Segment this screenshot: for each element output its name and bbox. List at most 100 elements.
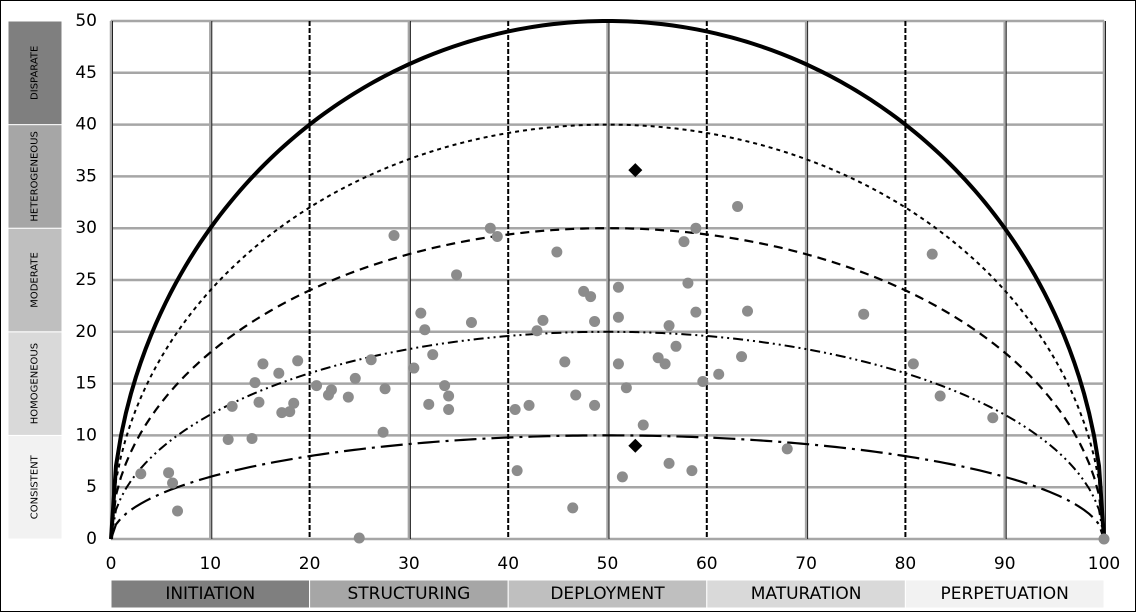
scatter-point [167,477,179,489]
scatter-point [987,412,999,424]
scatter-point [736,351,748,363]
y-tick-label: 10 [75,425,97,445]
y-tick-label: 35 [75,166,97,186]
scatter-point [697,376,709,388]
scatter-point [349,372,361,384]
scatter-point [690,222,702,234]
x-tick-label: 10 [199,554,221,574]
y-tick-label: 30 [75,218,97,238]
scatter-point [663,320,675,332]
scatter-point [365,354,377,366]
x-band-label: STRUCTURING [347,584,470,604]
scatter-point [616,471,628,483]
scatter-point [732,200,744,212]
scatter-point [226,400,238,412]
scatter-point [439,380,451,392]
scatter-point [926,248,938,260]
y-tick-label: 0 [86,529,97,549]
scatter-point [1098,533,1110,545]
y-tick-label: 25 [75,270,97,290]
y-band-homogeneous [7,331,63,436]
scatter-point [388,229,400,241]
x-band-deployment [507,579,708,609]
scatter-point [135,468,147,480]
y-tick-label: 40 [75,115,97,135]
scatter-point [570,389,582,401]
scatter-point [567,502,579,514]
scatter-point [443,390,455,402]
scatter-point [415,307,427,319]
scatter-point [907,358,919,370]
x-band-perpetuation [904,579,1105,609]
x-band-label: DEPLOYMENT [550,584,665,604]
curve-dashdotdot [110,330,1105,540]
y-band-label: MODERATE [30,252,41,308]
x-tick-label: 90 [994,554,1016,574]
scatter-point [858,308,870,320]
y-band-label: CONSISTENT [30,454,41,519]
scatter-point [423,398,435,410]
x-tick-label: 50 [597,554,619,574]
y-band-heterogeneous [7,124,63,229]
y-category-band-panel: CONSISTENT HOMOGENEOUS MODERATE HETEROGENEO… [7,20,63,540]
scatter-point [612,311,624,323]
scatter-point [451,269,463,281]
x-band-maturation [706,579,906,609]
scatter-point [620,382,632,394]
x-tick-label: 20 [299,554,321,574]
x-tick-label: 30 [398,554,420,574]
scatter-point [273,367,285,379]
x-category-band-panel: INITIATION STRUCTURING DEPLOYMENT MATURATIO… [110,579,1105,609]
x-band-label: MATURATION [751,584,862,604]
scatter-point [163,467,175,479]
x-band-structuring [309,579,509,609]
scatter-point [427,349,439,361]
scatter-point [491,230,503,242]
plot-grid [109,19,1106,541]
scatter-point [612,281,624,293]
scatter-point [559,356,571,368]
y-band-label: HOMOGENEOUS [30,343,41,424]
scatter-point [284,406,296,418]
x-tick-label: 80 [895,554,917,574]
scatter-point [311,380,323,392]
y-tick-label: 15 [75,374,97,394]
scatter-point [934,390,946,402]
scatter-point [342,391,354,403]
scatter-point [682,277,694,289]
x-tick-label: 70 [795,554,817,574]
y-tick-label: 45 [75,63,97,83]
curve-dotted [110,123,1105,540]
y-band-label: HETEROGENEOUS [30,131,41,222]
scatter-point [408,362,420,374]
data-points [135,163,1110,545]
axis-tick-labels: 0 5 10 15 20 25 30 35 40 45 50 0 10 20 30 40 50 60 70 80 90 1… [75,11,1120,574]
y-tick-label: 5 [86,477,97,497]
scatter-point [551,246,563,258]
scatter-point [511,465,523,477]
scatter-point [742,305,754,317]
scatter-point [659,358,671,370]
scatter-point [537,314,549,326]
scatter-point [257,358,269,370]
x-tick-label: 40 [497,554,519,574]
scatter-point [419,324,431,336]
scatter-point [222,434,234,446]
scatter-point [531,325,543,337]
diamond-marker [628,163,643,178]
scatter-point [585,291,597,303]
threshold-curves [109,18,1106,540]
scatter-point [288,397,300,409]
scatter-point [253,396,265,408]
scatter-point [465,316,477,328]
scatter-point [690,306,702,318]
scatter-point [686,465,698,477]
x-band-label: PERPETUATION [940,584,1068,604]
y-tick-label: 50 [75,11,97,31]
scatter-point [377,426,389,438]
scatter-point [292,355,304,367]
scatter-point [353,532,365,544]
curve-solid [109,18,1106,540]
y-band-label: DISPARATE [30,46,41,100]
